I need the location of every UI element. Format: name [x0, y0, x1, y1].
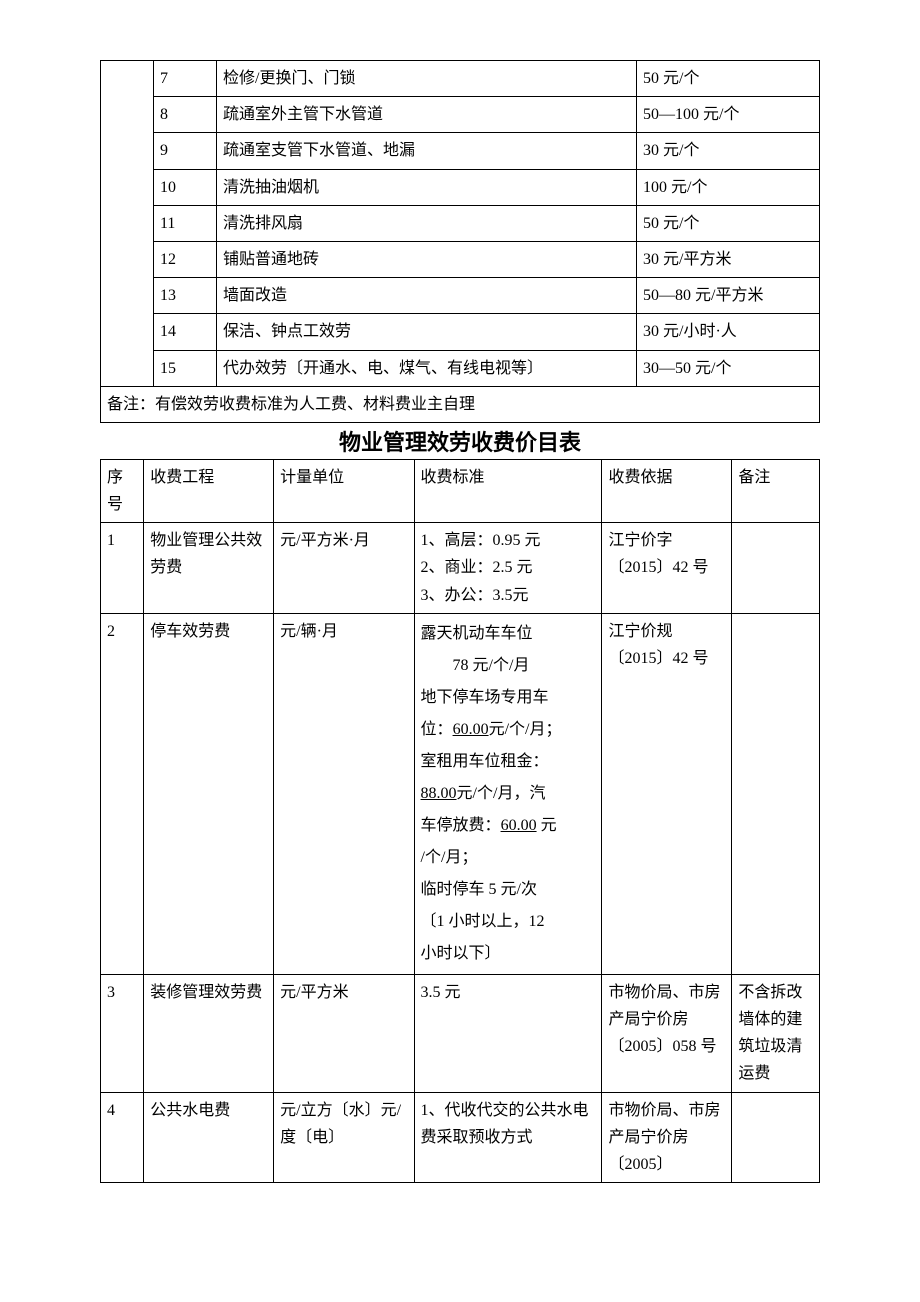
- row-index: 11: [154, 205, 217, 241]
- table-row: 10 清洗抽油烟机 100 元/个: [101, 169, 820, 205]
- row-desc: 墙面改造: [217, 278, 637, 314]
- header-cell: 备注: [732, 459, 820, 522]
- row-price: 50 元/个: [637, 205, 820, 241]
- row-desc: 保洁、钟点工效劳: [217, 314, 637, 350]
- cell-note: 不含拆改墙体的建筑垃圾清运费: [732, 974, 820, 1092]
- row-desc: 清洗抽油烟机: [217, 169, 637, 205]
- cell-standard: 1、高层：0.95 元 2、商业：2.5 元 3、办公：3.5元: [414, 523, 602, 614]
- row-price: 30 元/个: [637, 133, 820, 169]
- table-row: 8 疏通室外主管下水管道 50—100 元/个: [101, 97, 820, 133]
- std-line: 车停放费：60.00 元: [421, 810, 596, 842]
- property-fee-table: 序号 收费工程 计量单位 收费标准 收费依据 备注 1 物业管理公共效劳费 元/…: [100, 459, 820, 1183]
- row-index: 8: [154, 97, 217, 133]
- std-line: 88.00元/个/月，汽: [421, 778, 596, 810]
- table-row: 11 清洗排风扇 50 元/个: [101, 205, 820, 241]
- cell-item: 装修管理效劳费: [144, 974, 274, 1092]
- cell-unit: 元/立方〔水〕元/度〔电〕: [274, 1092, 414, 1183]
- std-line: 地下停车场专用车: [421, 682, 596, 714]
- std-line: 1、高层：0.95 元: [421, 527, 596, 554]
- header-cell: 收费标准: [414, 459, 602, 522]
- row-index: 15: [154, 350, 217, 386]
- std-line: 2、商业：2.5 元: [421, 554, 596, 581]
- table-row: 13 墙面改造 50—80 元/平方米: [101, 278, 820, 314]
- cell-note: [732, 613, 820, 974]
- row-price: 30 元/小时·人: [637, 314, 820, 350]
- row-index: 14: [154, 314, 217, 350]
- cell-basis: 江宁价规〔2015〕42 号: [602, 613, 732, 974]
- header-cell: 收费依据: [602, 459, 732, 522]
- cell-basis: 市物价局、市房产局宁价房〔2005〕: [602, 1092, 732, 1183]
- cell-index: 1: [101, 523, 144, 614]
- row-desc: 代办效劳〔开通水、电、煤气、有线电视等〕: [217, 350, 637, 386]
- table-row: 14 保洁、钟点工效劳 30 元/小时·人: [101, 314, 820, 350]
- header-cell: 收费工程: [144, 459, 274, 522]
- cell-item: 物业管理公共效劳费: [144, 523, 274, 614]
- row-desc: 疏通室支管下水管道、地漏: [217, 133, 637, 169]
- table-row: 4 公共水电费 元/立方〔水〕元/度〔电〕 1、代收代交的公共水电费采取预收方式…: [101, 1092, 820, 1183]
- cell-index: 2: [101, 613, 144, 974]
- std-line: 〔1 小时以上，12: [421, 906, 596, 938]
- header-cell: 序号: [101, 459, 144, 522]
- std-line: 临时停车 5 元/次: [421, 874, 596, 906]
- page-title: 物业管理效劳收费价目表: [100, 425, 820, 457]
- cell-note: [732, 1092, 820, 1183]
- cell-basis: 市物价局、市房产局宁价房〔2005〕058 号: [602, 974, 732, 1092]
- row-index: 12: [154, 241, 217, 277]
- table-row: 3 装修管理效劳费 元/平方米 3.5 元 市物价局、市房产局宁价房〔2005〕…: [101, 974, 820, 1092]
- row-desc: 清洗排风扇: [217, 205, 637, 241]
- table-row: 12 铺贴普通地砖 30 元/平方米: [101, 241, 820, 277]
- table-row: 7 检修/更换门、门锁 50 元/个: [101, 61, 820, 97]
- cell-standard: 3.5 元: [414, 974, 602, 1092]
- blank-cell: [101, 61, 154, 387]
- cell-basis: 江宁价字〔2015〕42 号: [602, 523, 732, 614]
- cell-item: 公共水电费: [144, 1092, 274, 1183]
- row-price: 100 元/个: [637, 169, 820, 205]
- std-line: 3、办公：3.5元: [421, 582, 596, 609]
- cell-index: 4: [101, 1092, 144, 1183]
- table-row: 15 代办效劳〔开通水、电、煤气、有线电视等〕 30—50 元/个: [101, 350, 820, 386]
- table-note-row: 备注：有偿效劳收费标准为人工费、材料费业主自理: [101, 386, 820, 422]
- table-note: 备注：有偿效劳收费标准为人工费、材料费业主自理: [101, 386, 820, 422]
- row-index: 13: [154, 278, 217, 314]
- std-line: 78 元/个/月: [421, 650, 596, 682]
- std-line: 露天机动车车位: [421, 618, 596, 650]
- cell-note: [732, 523, 820, 614]
- cell-index: 3: [101, 974, 144, 1092]
- row-price: 50 元/个: [637, 61, 820, 97]
- row-index: 7: [154, 61, 217, 97]
- table-header-row: 序号 收费工程 计量单位 收费标准 收费依据 备注: [101, 459, 820, 522]
- row-price: 50—80 元/平方米: [637, 278, 820, 314]
- std-line: /个/月；: [421, 842, 596, 874]
- row-index: 9: [154, 133, 217, 169]
- row-price: 30 元/平方米: [637, 241, 820, 277]
- table-row: 9 疏通室支管下水管道、地漏 30 元/个: [101, 133, 820, 169]
- cell-unit: 元/平方米·月: [274, 523, 414, 614]
- std-line: 位：60.00元/个/月；: [421, 714, 596, 746]
- row-desc: 检修/更换门、门锁: [217, 61, 637, 97]
- row-price: 50—100 元/个: [637, 97, 820, 133]
- service-fee-table: 7 检修/更换门、门锁 50 元/个 8 疏通室外主管下水管道 50—100 元…: [100, 60, 820, 423]
- cell-standard: 露天机动车车位 78 元/个/月 地下停车场专用车 位：60.00元/个/月； …: [414, 613, 602, 974]
- cell-unit: 元/平方米: [274, 974, 414, 1092]
- std-line: 室租用车位租金：: [421, 746, 596, 778]
- cell-standard: 1、代收代交的公共水电费采取预收方式: [414, 1092, 602, 1183]
- row-price: 30—50 元/个: [637, 350, 820, 386]
- cell-item: 停车效劳费: [144, 613, 274, 974]
- table-row: 2 停车效劳费 元/辆·月 露天机动车车位 78 元/个/月 地下停车场专用车 …: [101, 613, 820, 974]
- table-row: 1 物业管理公共效劳费 元/平方米·月 1、高层：0.95 元 2、商业：2.5…: [101, 523, 820, 614]
- row-index: 10: [154, 169, 217, 205]
- row-desc: 铺贴普通地砖: [217, 241, 637, 277]
- row-desc: 疏通室外主管下水管道: [217, 97, 637, 133]
- header-cell: 计量单位: [274, 459, 414, 522]
- std-line: 小时以下〕: [421, 938, 596, 970]
- cell-unit: 元/辆·月: [274, 613, 414, 974]
